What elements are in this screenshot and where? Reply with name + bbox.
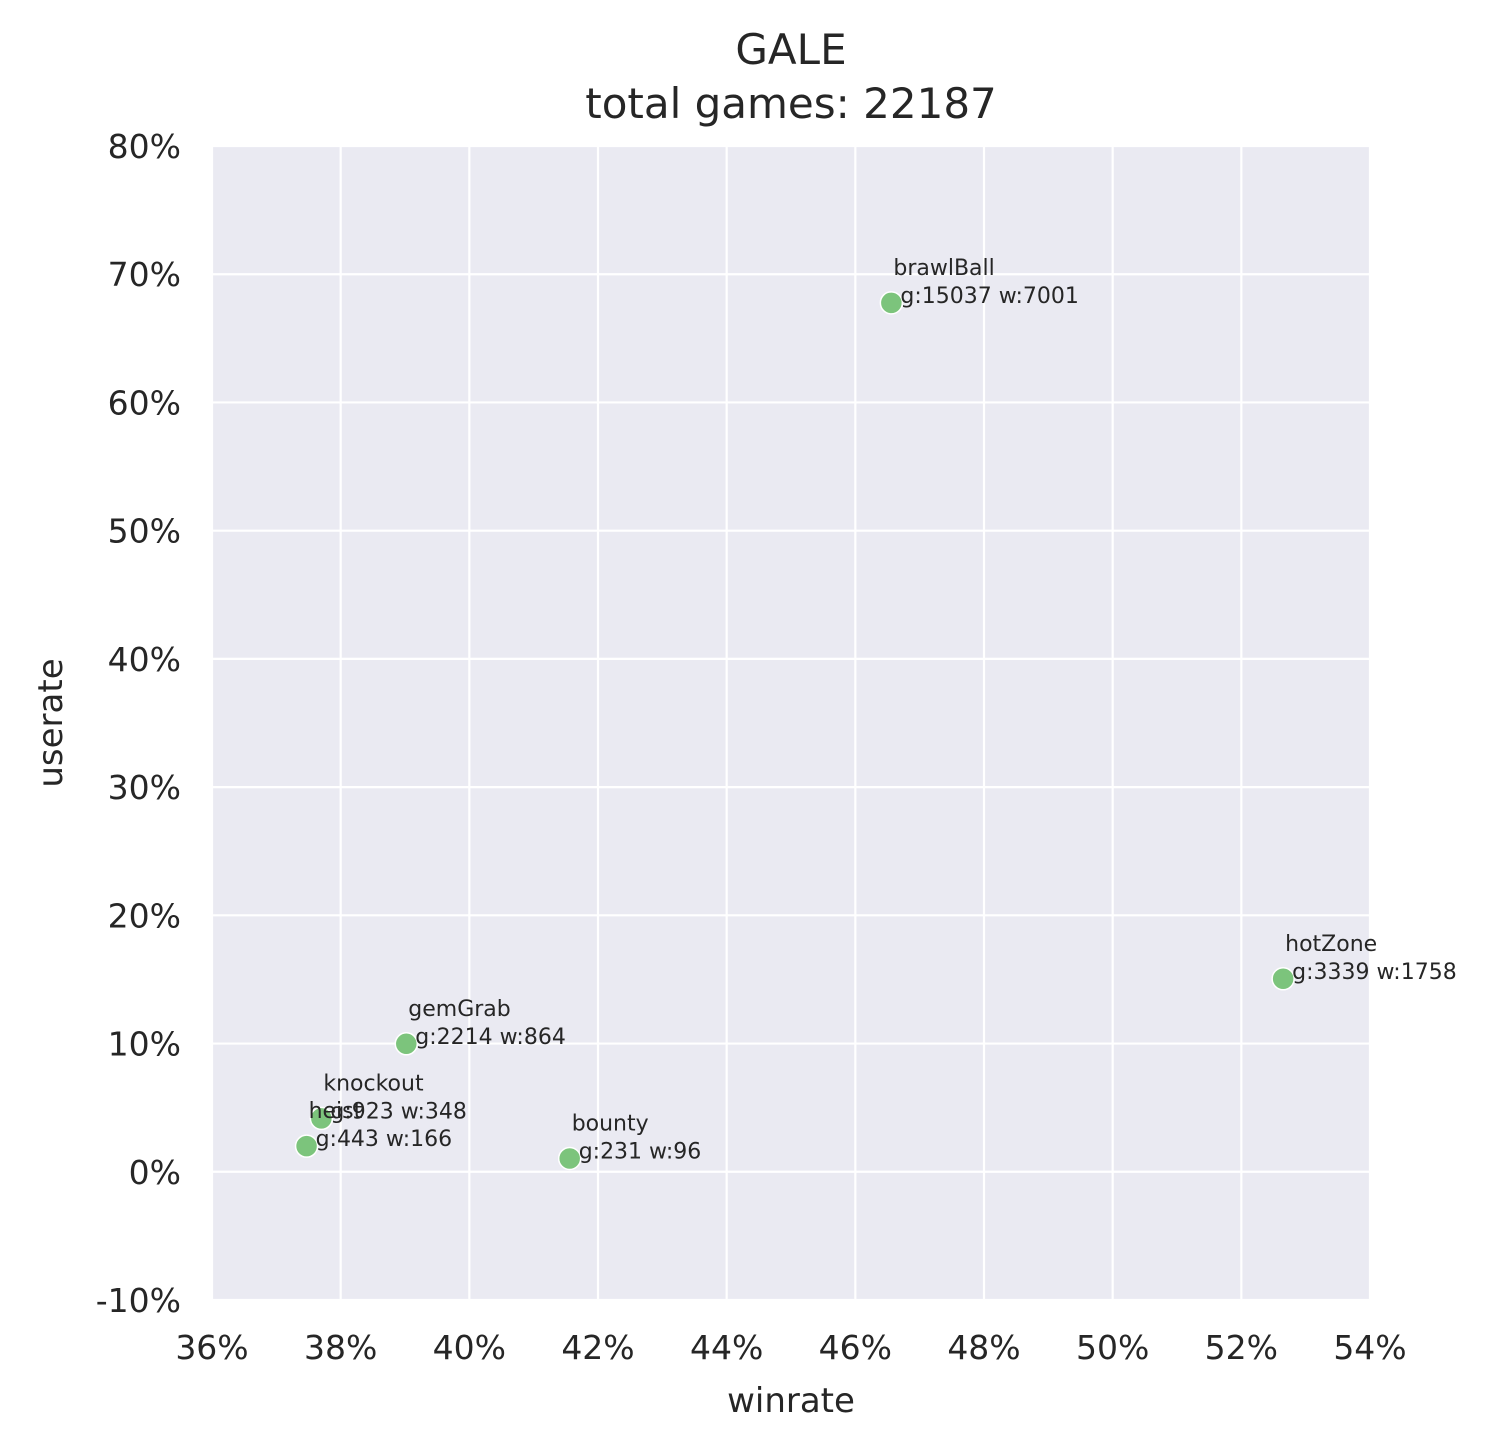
annotation-knockout: knockout g:923 w:348 [323,1071,467,1124]
chart-title: GALE [735,25,846,74]
point-gemGrab [394,1032,419,1056]
point-hotZone [1271,967,1295,991]
plot-area [212,146,1370,1300]
y-tick-label: 70% [108,255,181,294]
y-tick-label: 20% [108,896,181,935]
annotation-name: brawlBall [893,256,994,281]
y-tick-label: 40% [108,640,181,679]
point-brawlBall [879,291,904,315]
x-tick-label: 50% [1076,1328,1149,1367]
annotation-info: g:231 w:96 [579,1139,702,1164]
annotation-info: g:923 w:348 [330,1099,467,1124]
y-tick-label: 0% [129,1153,181,1192]
annotation-name: bounty [572,1111,649,1136]
annotation-info: g:443 w:166 [316,1127,453,1152]
y-tick-label: 50% [108,512,181,551]
x-tick-label: 54% [1333,1328,1406,1367]
x-tick-label: 42% [561,1328,634,1367]
annotation-info: g:2214 w:864 [415,1025,566,1050]
x-tick-label: 52% [1205,1328,1278,1367]
x-tick-label: 46% [819,1328,892,1367]
annotation-name: gemGrab [408,997,510,1022]
annotation-name: hotZone [1285,932,1377,957]
annotation-info: g:3339 w:1758 [1292,960,1457,985]
x-tick-label: 38% [304,1328,377,1367]
point-bounty [557,1146,582,1171]
y-tick-label: 80% [108,127,181,166]
y-tick-label: 10% [108,1025,181,1064]
data-points [294,291,1295,1171]
point-knockout [309,1106,334,1131]
annotation-name: heist [309,1099,363,1124]
vertical-gridlines [210,146,1372,1300]
x-axis-label: winrate [727,1381,855,1421]
y-tick-label: 30% [108,768,181,807]
annotation-info: g:15037 w:7001 [900,284,1079,309]
horizontal-gridlines [212,144,1370,1302]
y-tick-labels: -10% 0% 10% 20% 30% 40% 50% 60% 70% 80% [96,127,181,1320]
x-tick-label: 40% [433,1328,506,1367]
annotation-hotZone: hotZone g:3339 w:1758 [1285,932,1457,985]
annotation-brawlBall: brawlBall g:15037 w:7001 [893,256,1079,309]
x-tick-label: 36% [175,1328,248,1367]
annotation-gemGrab: gemGrab g:2214 w:864 [408,997,566,1050]
x-tick-labels: 36% 38% 40% 42% 44% 46% 48% 50% 52% 54% [175,1328,1406,1367]
chart-subtitle: total games: 22187 [585,79,997,128]
point-heist [294,1134,319,1158]
x-tick-label: 48% [947,1328,1020,1367]
annotation-name: knockout [323,1071,424,1096]
y-tick-label: 60% [108,383,181,422]
y-tick-label: -10% [96,1281,181,1320]
annotation-heist: heist g:443 w:166 [309,1099,453,1152]
y-axis-label: userate [31,658,71,787]
point-annotations: brawlBall g:15037 w:7001 hotZone g:3339 w:1… [309,256,1457,1165]
x-tick-label: 44% [690,1328,763,1367]
annotation-bounty: bounty g:231 w:96 [572,1111,702,1164]
